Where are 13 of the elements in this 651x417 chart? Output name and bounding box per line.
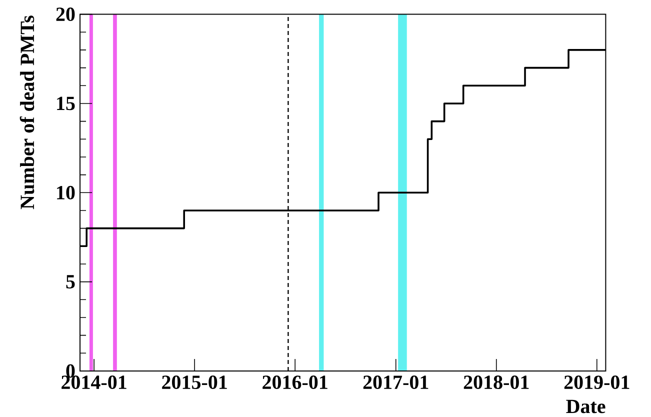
x-tick-label: 2018-01 (464, 376, 529, 390)
y-axis-title: Number of dead PMTs (20, 16, 34, 210)
y-tick-label: 0 (66, 364, 75, 378)
y-tick-label: 5 (66, 275, 75, 288)
y-tick-label: 20 (56, 8, 75, 22)
y-tick-label: 15 (57, 96, 75, 110)
x-tick-label: 2014-01 (62, 376, 126, 390)
x-tick-label: 2017-01 (363, 376, 428, 390)
x-tick-label: 2016-01 (262, 376, 328, 390)
x-tick-label: 2015-01 (162, 376, 227, 390)
x-tick-label: 2019-01 (564, 376, 630, 390)
x-axis-title: Date (566, 400, 606, 414)
y-tick-label: 10 (57, 186, 75, 200)
